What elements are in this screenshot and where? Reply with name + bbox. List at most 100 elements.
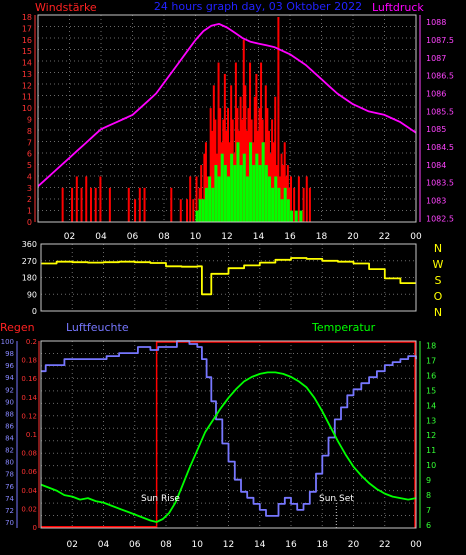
pressure-tick-label: 1083 (426, 197, 446, 206)
average-bar (217, 176, 221, 222)
humidity-tick-label: 84 (5, 435, 14, 443)
wind-tick-label: 18 (22, 13, 32, 22)
gust-bar (227, 108, 229, 222)
average-bar (283, 187, 287, 222)
humidity-tick-label: 96 (5, 362, 14, 370)
wind-axis-label: Windstärke (35, 1, 97, 14)
average-bar (245, 176, 249, 222)
humidity-line (41, 340, 417, 517)
gust-bar (255, 73, 258, 222)
temperature-tick-label: 13 (426, 416, 436, 425)
humidity-tick-label: 100 (1, 338, 14, 346)
gust-bar (272, 142, 275, 222)
gust-bar (290, 176, 292, 222)
average-bar (227, 176, 230, 222)
gust-bar (89, 187, 92, 222)
direction-tick-label: 90 (27, 290, 37, 299)
gust-bar (127, 187, 130, 222)
rain-tick-label: 0.18 (21, 357, 37, 365)
humidity-tick-label: 94 (5, 374, 14, 382)
average-bar (261, 142, 265, 222)
average-bar (280, 199, 284, 222)
pressure-tick-label: 1082.5 (426, 214, 454, 223)
average-bar (198, 199, 202, 222)
x-tick-label: 02 (64, 232, 75, 242)
pressure-tick-label: 1086 (426, 90, 446, 99)
gust-bar (195, 176, 198, 222)
x-tick-label: 02 (67, 540, 78, 550)
humidity-tick-label: 82 (5, 447, 14, 455)
gust-bar (192, 199, 195, 222)
temperature-tick-label: 14 (426, 401, 436, 410)
humidity-tick-label: 70 (5, 519, 14, 527)
x-tick-label: 06 (129, 540, 141, 550)
wind-tick-label: 1 (27, 207, 32, 216)
temperature-tick-label: 18 (426, 341, 436, 350)
gust-bar (242, 39, 245, 223)
compass-letter: S (435, 274, 442, 287)
direction-tick-label: 360 (22, 240, 37, 249)
humidity-tick-label: 90 (5, 398, 14, 406)
compass-letter: N (434, 306, 442, 319)
wind-tick-label: 11 (22, 93, 32, 102)
average-bar (204, 187, 208, 222)
average-bar (274, 176, 278, 222)
gust-bar (170, 187, 173, 222)
gust-bar (71, 187, 74, 222)
average-bar (230, 153, 234, 222)
average-bar (271, 187, 275, 222)
gust-bar (85, 176, 88, 222)
average-bar (211, 187, 215, 222)
humidity-tick-label: 76 (5, 483, 14, 491)
x-tick-label: 14 (254, 540, 266, 550)
wind-panel-frame (37, 14, 417, 223)
rain-tick-label: 0.16 (21, 375, 37, 383)
x-tick-label: 08 (160, 540, 172, 550)
x-tick-label: 14 (253, 232, 265, 242)
pressure-axis-label: Luftdruck (372, 1, 424, 14)
wind-tick-label: 10 (22, 104, 32, 113)
gust-bar (204, 142, 207, 222)
average-bar (264, 165, 268, 222)
wind-tick-label: 15 (22, 47, 32, 56)
pressure-tick-label: 1083.5 (426, 179, 454, 188)
humidity-tick-label: 74 (5, 495, 14, 503)
temperature-tick-label: 15 (426, 386, 436, 395)
gust-bar (308, 187, 311, 222)
x-tick-label: 22 (379, 540, 390, 550)
temperature-tick-label: 8 (426, 491, 431, 500)
gust-bar (223, 73, 226, 222)
gust-bar (244, 85, 247, 222)
gust-bar (211, 130, 214, 222)
rain-tick-label: 0 (33, 524, 37, 532)
pressure-tick-label: 1086.5 (426, 72, 454, 81)
gust-bar (253, 96, 256, 222)
gust-bar (234, 62, 237, 222)
average-bar (223, 165, 227, 222)
x-tick-label: 06 (127, 232, 139, 242)
gust-bar (94, 187, 97, 222)
x-tick-label: 22 (379, 232, 390, 242)
gust-bar (277, 17, 280, 222)
x-tick-label: 12 (223, 540, 234, 550)
rain-tick-label: 0.04 (21, 487, 37, 495)
gust-bar (260, 62, 263, 222)
x-tick-label: 10 (190, 232, 202, 242)
gust-bar (75, 176, 78, 222)
gust-bar (99, 176, 102, 222)
average-bar (294, 210, 298, 222)
pressure-tick-label: 1087.5 (426, 36, 454, 45)
climate-panel-frame (40, 340, 417, 529)
average-bar (214, 165, 218, 222)
gust-bar (108, 187, 111, 222)
rain-tick-label: 0.02 (21, 505, 37, 513)
x-tick-label: 10 (192, 540, 204, 550)
gust-bar (186, 199, 189, 222)
temperature-tick-label: 6 (426, 521, 431, 530)
temperature-tick-label: 17 (426, 356, 436, 365)
direction-tick-label: 270 (22, 257, 37, 266)
average-bar (258, 165, 262, 222)
wind-tick-label: 14 (22, 59, 32, 68)
average-bar (201, 199, 205, 222)
temperature-axis-label: Temperatur (311, 321, 376, 334)
